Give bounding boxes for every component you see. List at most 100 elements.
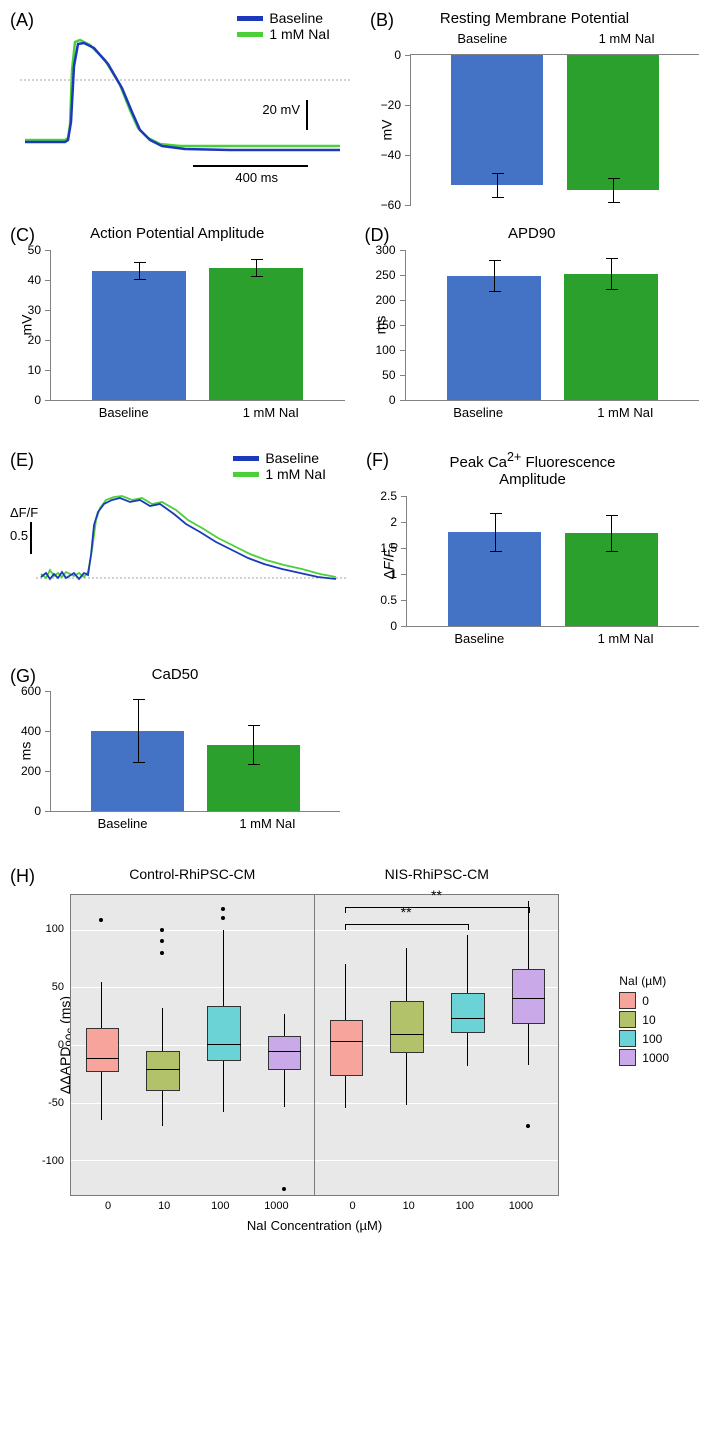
legend-nai: 1 mM NaI — [269, 26, 330, 42]
panel-C-xlabels: Baseline 1 mM NaI — [50, 405, 345, 420]
ytick-label: 600 — [11, 684, 41, 698]
ytick-label: 0 — [11, 393, 41, 407]
legend-nai: 1 mM NaI — [265, 466, 326, 482]
panel-label-E: (E) — [10, 450, 34, 471]
outlier — [160, 928, 164, 932]
box — [146, 1051, 180, 1091]
panel-F-chart: 00.511.522.5 ΔF/F0 — [406, 496, 699, 627]
xlabel: 1 mM NaI — [197, 405, 344, 420]
panel-B-chart: 0−20−40−60 mV — [410, 54, 699, 205]
panel-B-xlabels: Baseline 1 mM NaI — [410, 31, 699, 46]
panel-B: (B) Resting Membrane Potential Baseline … — [370, 10, 699, 205]
scalebar-h-label-A: 400 ms — [235, 170, 278, 185]
ytick-label: 10 — [11, 363, 41, 377]
bar — [451, 55, 543, 185]
legend-item: 100 — [619, 1030, 669, 1047]
xlabel: Baseline — [406, 631, 553, 646]
boxplot-title-0: Control-RhiPSC-CM — [70, 866, 315, 882]
panel-H-legend: NaI (µM) 0 10 100 1000 — [619, 974, 669, 1068]
ytick-label: 50 — [366, 368, 396, 382]
bar — [447, 276, 541, 400]
panel-G-xlabels: Baseline 1 mM NaI — [50, 816, 340, 831]
boxplot-panel-1: **** — [315, 894, 559, 1196]
box-xlabels-0: 0101001000 — [70, 1200, 315, 1212]
ytick-label: 250 — [366, 268, 396, 282]
xlabel: Baseline — [405, 405, 552, 420]
panel-D-chart: 050100150200250300 ms — [405, 250, 700, 401]
legend-label: 1000 — [642, 1051, 669, 1065]
sig-bracket — [345, 924, 469, 930]
legend-swatch — [619, 1049, 636, 1066]
xlabel: 1 mM NaI — [553, 631, 700, 646]
scalebar-v-E-title: ΔF/F — [10, 505, 38, 520]
panel-B-title: Resting Membrane Potential — [370, 10, 699, 27]
bar — [565, 533, 658, 626]
swatch-nai — [237, 32, 263, 37]
sig-label: ** — [431, 887, 442, 903]
outlier — [221, 907, 225, 911]
xlabel: 1 mM NaI — [195, 816, 340, 831]
ytick-label: 0 — [371, 48, 401, 62]
ytick-label: 2 — [367, 515, 397, 529]
legend-baseline: Baseline — [265, 450, 319, 466]
ytick-label: 200 — [11, 764, 41, 778]
legend-baseline: Baseline — [269, 10, 323, 26]
bar — [567, 55, 659, 190]
trace-E-svg — [36, 470, 346, 615]
panel-B-ylabel: mV — [379, 120, 395, 141]
ytick-label: 50 — [52, 981, 64, 993]
ytick-label: 0 — [367, 619, 397, 633]
xlabel: Baseline — [50, 816, 195, 831]
bar — [92, 271, 186, 400]
panel-G: (G) CaD50 0200400600 ms Baseline 1 mM Na… — [10, 666, 340, 831]
figure: (A) Baseline 1 mM NaI 20 mV 400 ms (B) R… — [10, 10, 699, 1233]
panel-G-title: CaD50 — [10, 666, 340, 683]
xlabel: 100 — [437, 1200, 493, 1212]
panel-G-ylabel: ms — [17, 742, 33, 761]
ytick-label: 200 — [366, 293, 396, 307]
panel-E: (E) Baseline 1 mM NaI ΔF/F 0.5 — [10, 450, 346, 620]
scalebar-v-A — [306, 100, 308, 130]
legend-item: 0 — [619, 992, 669, 1009]
scalebar-v-E — [30, 522, 32, 554]
bar — [207, 745, 299, 811]
swatch-baseline — [233, 456, 259, 461]
ytick-label: 40 — [11, 273, 41, 287]
legend-swatch — [619, 1030, 636, 1047]
bar — [448, 532, 541, 626]
panel-F: (F) Peak Ca2+ FluorescenceAmplitude 00.5… — [366, 450, 699, 646]
box — [512, 969, 546, 1024]
legend-title: NaI (µM) — [619, 974, 669, 988]
outlier — [99, 918, 103, 922]
legend-swatch — [619, 992, 636, 1009]
panel-label-F: (F) — [366, 450, 389, 471]
panel-C-ylabel: mV — [19, 315, 35, 336]
swatch-baseline — [237, 16, 263, 21]
legend-label: 0 — [642, 994, 649, 1008]
outlier — [221, 916, 225, 920]
panel-A: (A) Baseline 1 mM NaI 20 mV 400 ms — [10, 10, 350, 205]
ytick-label: 300 — [366, 243, 396, 257]
panel-label-H: (H) — [10, 866, 35, 887]
panel-G-chart: 0200400600 ms — [50, 691, 340, 812]
panel-C: (C) Action Potential Amplitude 010203040… — [10, 225, 345, 420]
xlabel: 1000 — [493, 1200, 549, 1212]
ytick-label: 400 — [11, 724, 41, 738]
ytick-label: −40 — [371, 148, 401, 162]
outlier — [160, 951, 164, 955]
ytick-label: −20 — [371, 98, 401, 112]
outlier — [282, 1187, 286, 1191]
box-xlabels-1: 0101001000 — [315, 1200, 560, 1212]
panel-C-chart: 01020304050 mV — [50, 250, 345, 401]
panel-A-legend: Baseline 1 mM NaI — [237, 10, 330, 42]
panel-F-title: Peak Ca2+ FluorescenceAmplitude — [366, 450, 699, 488]
xlabel: 10 — [381, 1200, 437, 1212]
panel-H: (H) Control-RhiPSC-CM NIS-RhiPSC-CM -100… — [10, 866, 699, 1233]
panel-H-xlabel: NaI Concentration (µM) — [70, 1218, 559, 1233]
ytick-label: -50 — [48, 1097, 64, 1109]
legend-item: 10 — [619, 1011, 669, 1028]
boxplot-title-1: NIS-RhiPSC-CM — [315, 866, 560, 882]
xlabel: Baseline — [410, 31, 555, 46]
legend-swatch — [619, 1011, 636, 1028]
swatch-nai — [233, 472, 259, 477]
